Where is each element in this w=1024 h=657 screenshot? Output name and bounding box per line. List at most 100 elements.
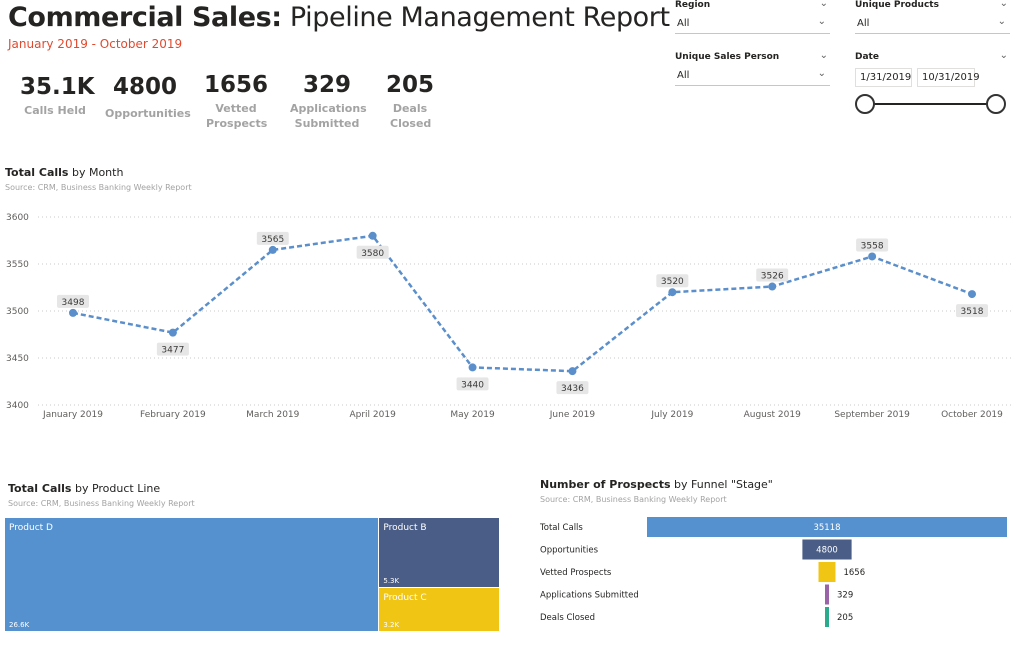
date-end-input[interactable]: 10/31/2019 <box>917 68 980 87</box>
treemap-tile-product-d[interactable]: Product D 26.6K <box>5 518 379 631</box>
treemap-tile-product-c[interactable]: Product C 3.2K <box>379 588 499 631</box>
data-label-text: 3436 <box>561 384 584 394</box>
funnel-title-bold: Number of Prospects <box>540 478 671 491</box>
data-label: 3436 <box>556 381 589 395</box>
data-point <box>368 231 377 240</box>
data-label-bg <box>956 304 988 318</box>
data-label-bg <box>456 377 489 391</box>
calls-series-line <box>72 234 973 373</box>
date-range-start-handle[interactable] <box>855 94 875 114</box>
tile-name: Product B <box>383 523 427 533</box>
chevron-down-icon[interactable]: ⌄ <box>819 50 828 61</box>
data-label: 3580 <box>356 245 389 259</box>
sales-person-slicer[interactable]: Unique Sales Person ⌄ All ⌄ <box>675 50 830 86</box>
funnel-value-label: 35118 <box>813 523 840 533</box>
kpi-deals-closed: 205 Deals Closed <box>382 72 438 131</box>
x-tick-label: September 2019 <box>834 410 910 420</box>
tile-value: 26.6K <box>9 621 30 629</box>
data-label-bg <box>356 245 389 259</box>
data-label-text: 3498 <box>62 298 85 308</box>
date-range-subtitle: January 2019 - October 2019 <box>8 37 183 51</box>
kpi-label: Calls Held <box>24 104 86 117</box>
data-label-bg <box>556 381 589 395</box>
products-value: All <box>857 18 870 29</box>
x-tick-label: February 2019 <box>140 410 206 420</box>
treemap-tile-product-b[interactable]: Product B 5.3K <box>379 518 499 588</box>
funnel-bar <box>818 562 836 582</box>
kpi-opportunities: 4800 Opportunities <box>105 74 191 121</box>
tile-value: 5.3K <box>383 577 400 586</box>
date-slicer: Date ⌄ <box>855 50 1010 66</box>
products-slicer[interactable]: Unique Products ⌄ All ⌄ <box>855 0 1010 34</box>
data-label: 3526 <box>756 268 789 282</box>
funnel-bar <box>802 539 852 560</box>
funnel-title: Number of Prospects by Funnel "Stage" <box>540 478 773 491</box>
chevron-down-icon: ⌄ <box>817 68 826 79</box>
kpi-value: 4800 <box>112 74 177 100</box>
data-label: 3518 <box>956 304 988 318</box>
funnel-stage-label: Deals Closed <box>540 613 595 623</box>
x-tick-label: August 2019 <box>744 410 802 420</box>
chevron-down-icon[interactable]: ⌄ <box>999 50 1008 61</box>
data-label: 3477 <box>156 342 189 356</box>
title-bold: Commercial Sales: <box>8 2 282 33</box>
y-tick-label: 3450 <box>6 354 29 364</box>
chevron-down-icon: ⌄ <box>997 16 1006 27</box>
data-label-bg <box>156 342 189 356</box>
chevron-down-icon[interactable]: ⌄ <box>819 0 828 9</box>
date-start-input[interactable]: 1/31/2019 <box>855 68 912 87</box>
date-range-track[interactable] <box>864 103 996 105</box>
products-label: Unique Products <box>855 0 939 10</box>
kpi-label: Deals Closed <box>390 102 432 130</box>
y-tick-label: 3600 <box>6 213 29 223</box>
date-range-end-handle[interactable] <box>986 94 1006 114</box>
funnel-stage-label: Applications Submitted <box>540 591 639 601</box>
funnel-title-rest: by Funnel "Stage" <box>674 478 773 491</box>
data-label-text: 3565 <box>261 235 284 245</box>
kpi-label: Opportunities <box>105 107 191 120</box>
kpi-value: 1656 <box>203 72 268 98</box>
region-value: All <box>677 18 690 29</box>
data-label-bg <box>856 238 889 252</box>
x-tick-label: October 2019 <box>941 410 1003 420</box>
funnel-value-label: 1656 <box>843 568 865 578</box>
x-tick-label: April 2019 <box>349 410 396 420</box>
calls-by-product-treemap: Product D 26.6K Product B 5.3K Product C… <box>5 518 499 631</box>
data-label-text: 3520 <box>661 277 684 287</box>
funnel-stage-label: Vetted Prospects <box>540 568 612 578</box>
calls-by-month-line-chart: 3400 3450 3500 3550 3600 January 2019 February… <box>6 213 1014 420</box>
funnel-bar <box>825 607 829 627</box>
kpi-calls-held: 35.1K Calls Held <box>20 74 95 118</box>
region-slicer[interactable]: Region ⌄ All ⌄ <box>675 0 830 34</box>
chevron-down-icon: ⌄ <box>817 16 826 27</box>
data-label: 3565 <box>256 231 289 245</box>
x-tick-label: June 2019 <box>549 410 596 420</box>
funnel-source: Source: CRM, Business Banking Weekly Rep… <box>540 495 727 504</box>
treemap-title: Total Calls by Product Line <box>8 482 160 495</box>
tile-name: Product C <box>383 593 427 604</box>
data-point <box>968 290 976 299</box>
data-point <box>568 367 577 376</box>
funnel-value-label: 205 <box>837 613 853 623</box>
y-tick-label: 3550 <box>6 260 29 270</box>
prospects-funnel-chart: Total Calls 35118 Opportunities 4800 Vetted … <box>539 517 1007 627</box>
sales-person-dropdown[interactable]: All ⌄ <box>675 66 830 86</box>
data-label-bg <box>57 294 89 308</box>
funnel-stage-label: Total Calls <box>539 523 583 533</box>
data-point <box>168 328 177 337</box>
kpi-value: 205 <box>385 72 434 98</box>
data-point <box>668 288 677 297</box>
treemap-title-bold: Total Calls <box>8 482 72 495</box>
data-label-text: 3580 <box>361 249 384 259</box>
data-label: 3520 <box>656 274 689 288</box>
date-label: Date <box>855 52 879 62</box>
kpi-label: Applications Submitted <box>290 102 367 130</box>
page-title: Commercial Sales: Pipeline Management Re… <box>8 2 670 33</box>
funnel-value-label: 4800 <box>816 546 838 556</box>
y-tick-label: 3500 <box>6 307 29 317</box>
chevron-down-icon[interactable]: ⌄ <box>999 0 1008 9</box>
region-dropdown[interactable]: All ⌄ <box>675 14 830 34</box>
data-point <box>468 363 477 372</box>
products-dropdown[interactable]: All ⌄ <box>855 14 1010 34</box>
x-tick-label: March 2019 <box>246 410 299 420</box>
